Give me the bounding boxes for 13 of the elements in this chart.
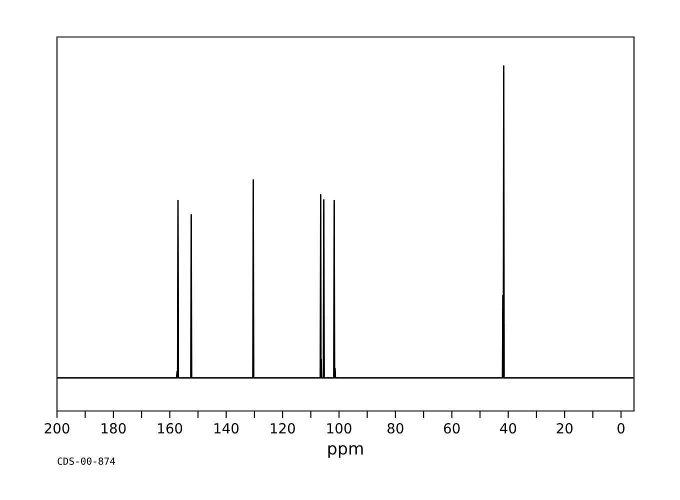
x-tick-label: 120 xyxy=(270,423,295,434)
x-tick-label: 160 xyxy=(158,423,182,434)
x-tick-label: 200 xyxy=(44,423,70,434)
x-tick-label: 60 xyxy=(444,423,460,434)
x-tick-label: 180 xyxy=(102,423,126,434)
text: CDS-00-874 xyxy=(58,457,116,465)
x-tick-label: 140 xyxy=(214,423,239,434)
x-tick-label: 20 xyxy=(556,423,573,434)
x-axis-title: ppm xyxy=(328,445,363,458)
x-tick-label: 80 xyxy=(388,423,404,434)
x-tick-label: 100 xyxy=(327,423,352,434)
x-tick-label: 40 xyxy=(500,423,516,434)
x-tick-label: 0 xyxy=(618,423,625,434)
